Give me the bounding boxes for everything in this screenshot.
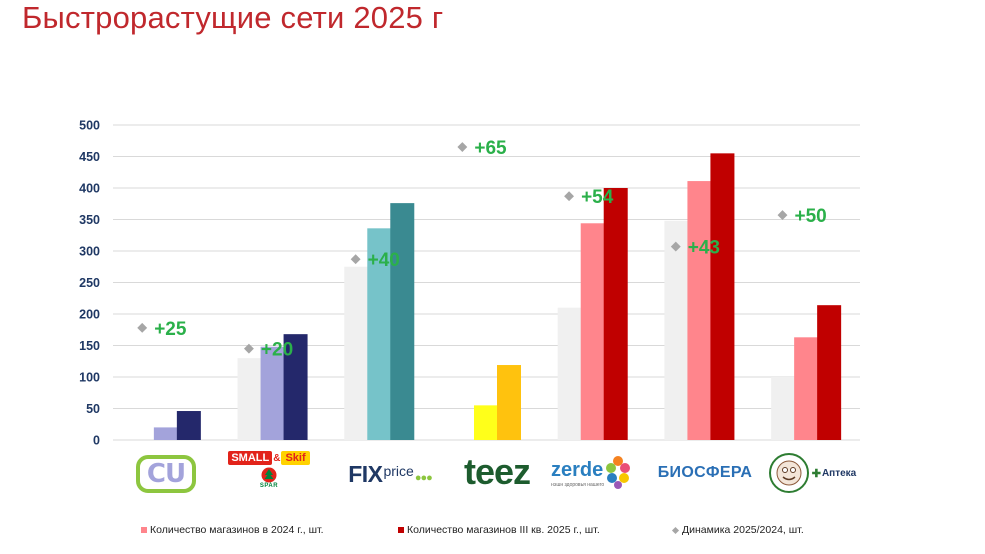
- apteka-seal-icon: [768, 453, 809, 493]
- chart-legend: Количество магазинов в 2024 г., шт. Коли…: [0, 520, 985, 540]
- logo-cu-text: CU: [146, 459, 186, 489]
- y-tick-500: 500: [79, 119, 100, 133]
- legend-diamond-icon: [671, 526, 680, 534]
- legend-label-2024: Количество магазинов в 2024 г., шт.: [150, 524, 324, 536]
- dynamic-label-2: +40: [368, 250, 400, 271]
- chart-bars: [153, 153, 842, 440]
- y-tick-100: 100: [79, 371, 100, 385]
- logo-zerde-text: zerde: [551, 458, 604, 481]
- chart-grid: [113, 124, 860, 441]
- logo-biosfera-text: БИОСФЕРА: [657, 464, 753, 481]
- dynamic-label-5: +43: [688, 238, 720, 259]
- bar-2025-0: [176, 411, 201, 440]
- logo-small-spar: SMALL & Skif SPAR: [216, 451, 322, 501]
- y-axis-ticks: 0 50 100 150 200 250 300 350 400 450 500: [79, 119, 100, 448]
- y-tick-50: 50: [86, 402, 100, 416]
- bar-2024-4: [580, 223, 605, 440]
- spar-tree-icon: [261, 467, 277, 483]
- legend-swatch-2024: [141, 527, 147, 533]
- logo-teez: teez: [448, 448, 546, 496]
- logo-zerde-sub: нэшн здоровья нашего: [551, 481, 605, 488]
- bar-2025-2: [390, 203, 415, 440]
- bar-baseline-6: [771, 377, 796, 440]
- logo-small-text: SMALL: [228, 451, 273, 465]
- logo-apteka: ✚ Аптека: [760, 446, 864, 500]
- bar-2024-6: [794, 337, 819, 440]
- dynamic-label-3: +65: [474, 138, 507, 159]
- dynamic-label-0: +25: [154, 319, 187, 340]
- bar-2024-3: [474, 405, 498, 440]
- legend-item-2024: Количество магазинов в 2024 г., шт.: [141, 524, 324, 536]
- dynamic-marker-0: [137, 322, 148, 333]
- bar-baseline-5: [664, 220, 689, 440]
- bar-baseline-4: [557, 307, 582, 440]
- bar-chart: 0 50 100 150 200 250 300 350 400 450 500 +25 +20 +40…: [79, 119, 860, 448]
- logo-zerde: zerde нэшн здоровья нашего: [551, 452, 635, 494]
- y-tick-0: 0: [93, 434, 100, 448]
- apteka-cross-icon: ✚: [811, 467, 821, 480]
- y-tick-400: 400: [79, 182, 100, 196]
- bar-2024-0: [153, 427, 178, 440]
- bar-2025-6: [817, 305, 842, 440]
- bar-2024-5: [687, 181, 712, 440]
- y-tick-350: 350: [79, 213, 100, 227]
- zerde-flower-icon: [606, 456, 631, 489]
- dynamic-marker-6: [777, 210, 788, 221]
- bar-2025-1: [283, 334, 308, 440]
- bar-2025-4: [603, 188, 628, 440]
- legend-swatch-2025: [398, 527, 404, 533]
- legend-item-2025: Количество магазинов III кв. 2025 г., шт…: [398, 524, 600, 536]
- legend-label-2025: Количество магазинов III кв. 2025 г., шт…: [407, 524, 600, 536]
- bar-baseline-2: [344, 266, 369, 440]
- legend-label-dynamic: Динамика 2025/2024, шт.: [682, 524, 804, 536]
- page-title: Быстрорастущие сети 2025 г: [22, 0, 444, 35]
- dynamic-label-4: +54: [581, 187, 614, 208]
- y-tick-450: 450: [79, 150, 100, 164]
- logo-price-text: price: [383, 463, 414, 479]
- legend-item-dynamic: Динамика 2025/2024, шт.: [671, 524, 804, 536]
- bar-2024-1: [260, 346, 285, 440]
- dynamic-marker-1: [243, 343, 254, 354]
- dynamic-points: +25 +20 +40 +65 +54 +43 +50: [137, 138, 827, 361]
- logo-biosfera: БИОСФЕРА: [652, 458, 758, 488]
- dynamic-marker-2: [350, 254, 361, 265]
- y-tick-150: 150: [79, 339, 100, 353]
- logo-fixprice: FIX price ●●●: [348, 460, 433, 487]
- bar-baseline-1: [237, 358, 262, 440]
- y-tick-200: 200: [79, 308, 100, 322]
- bar-2024-2: [367, 228, 392, 440]
- bar-2025-3: [497, 365, 521, 440]
- logo-cu: CU: [133, 452, 199, 496]
- y-tick-300: 300: [79, 245, 100, 259]
- logo-fix-text: FIX: [348, 460, 383, 487]
- dynamic-marker-4: [564, 191, 575, 202]
- dynamic-marker-5: [670, 241, 681, 252]
- y-tick-250: 250: [79, 276, 100, 290]
- logo-apteka-text: Аптека: [821, 467, 857, 479]
- dynamic-marker-3: [457, 142, 468, 152]
- bar-2025-5: [710, 153, 735, 440]
- dynamic-label-6: +50: [794, 206, 826, 227]
- logo-teez-text: teez: [463, 451, 531, 492]
- logo-skif-text: Skif: [281, 451, 310, 465]
- logo-spar-text: SPAR: [259, 483, 279, 489]
- dynamic-label-1: +20: [261, 340, 293, 361]
